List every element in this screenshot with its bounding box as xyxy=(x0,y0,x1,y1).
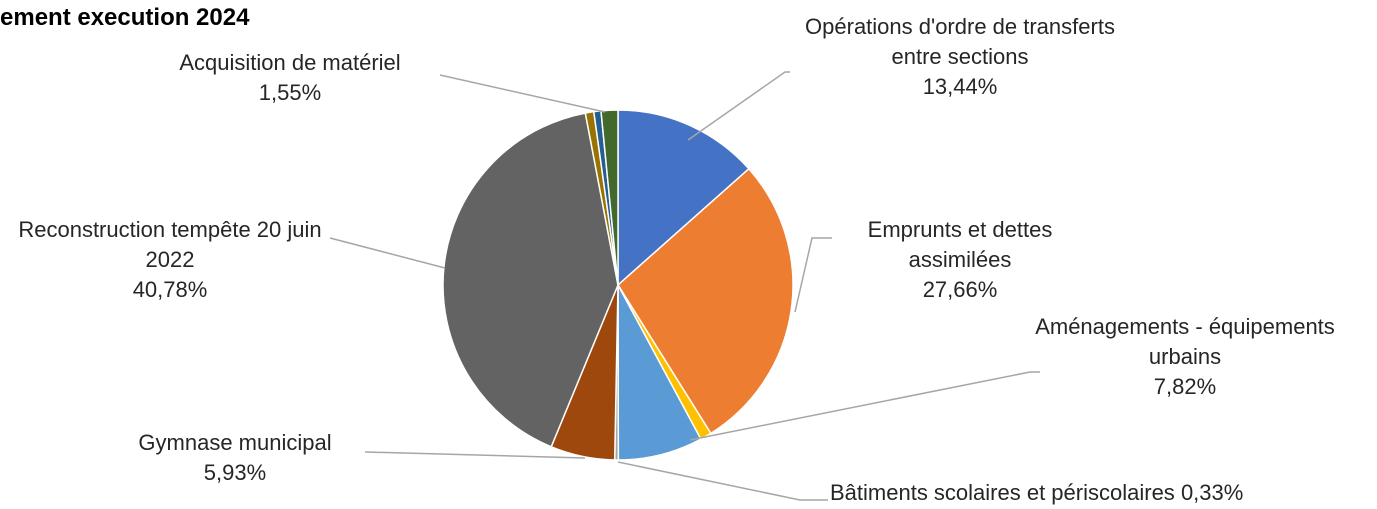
category-name: Reconstruction tempête 20 juin 2022 xyxy=(18,217,322,272)
value-label: 7,82% xyxy=(1153,374,1217,399)
leader-line xyxy=(689,371,1040,441)
leader-line xyxy=(439,74,606,113)
slice-label: Opérations d'ordre de transferts entre s… xyxy=(790,12,1130,102)
slice-label: Emprunts et dettes assimilées 27,66% xyxy=(830,215,1090,305)
category-name: Aménagements - équipements urbains xyxy=(1035,314,1335,369)
pie-slice xyxy=(617,167,794,435)
leader-line xyxy=(364,451,586,459)
slice-label: Gymnase municipal 5,93% xyxy=(85,428,385,488)
category-name: Opérations d'ordre de transferts entre s… xyxy=(805,14,1115,69)
slice-label: Acquisition de matériel 1,55% xyxy=(130,48,450,108)
category-name: Bâtiments scolaires et périscolaires xyxy=(830,480,1175,505)
value-label: 40,78% xyxy=(132,277,208,302)
slice-label: Reconstruction tempête 20 juin 2022 40,78… xyxy=(5,215,335,305)
slice-label: Aménagements - équipements urbains 7,82% xyxy=(1035,312,1335,402)
leader-line xyxy=(617,461,828,501)
category-name: Emprunts et dettes assimilées xyxy=(867,217,1053,272)
value-label: 27,66% xyxy=(922,277,998,302)
leader-line xyxy=(329,237,446,269)
chart-title: ement execution 2024 xyxy=(0,4,250,31)
slice-label: Bâtiments scolaires et périscolaires 0,3… xyxy=(830,478,1370,508)
value-label: 13,44% xyxy=(922,74,998,99)
pie-slice xyxy=(617,109,750,287)
value-label: 1,55% xyxy=(258,80,322,105)
category-name: Gymnase municipal xyxy=(138,430,332,455)
value-label: 5,93% xyxy=(203,460,267,485)
leader-line xyxy=(794,237,832,313)
value-label: 0,33% xyxy=(1180,480,1244,505)
leader-line xyxy=(687,71,790,141)
category-name: Acquisition de matériel xyxy=(179,50,401,75)
